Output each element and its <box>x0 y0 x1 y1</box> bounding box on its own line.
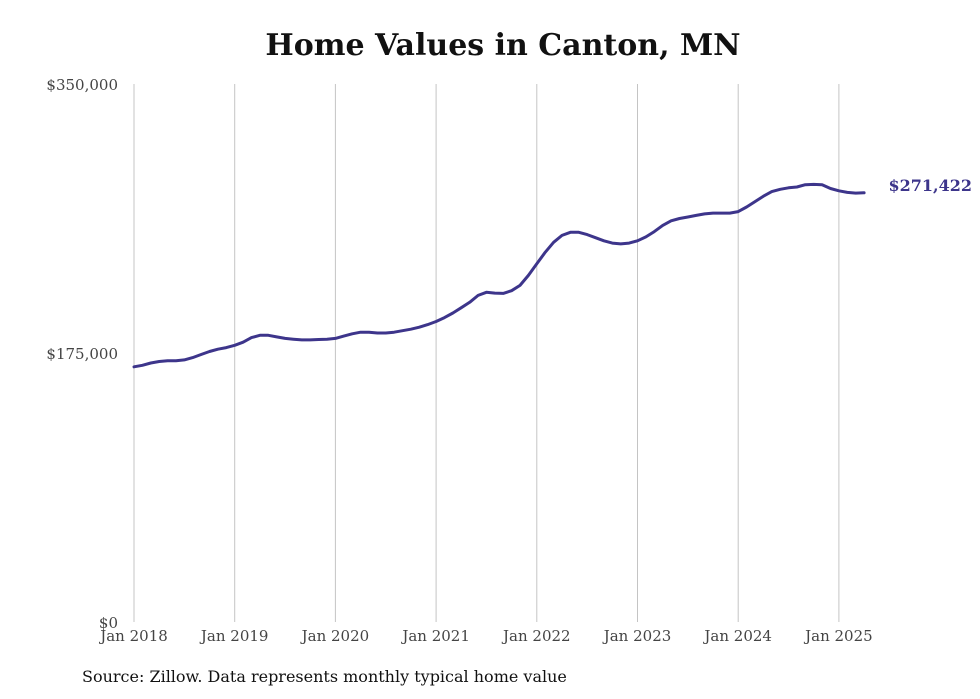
x-tick-label: Jan 2024 <box>702 627 772 645</box>
x-tick-label: Jan 2022 <box>501 627 571 645</box>
y-tick-label: $350,000 <box>46 76 118 94</box>
x-axis: Jan 2018 Jan 2019 Jan 2020 Jan 2021 Jan 2022… <box>98 627 872 645</box>
source-note: Source: Zillow. Data represents monthly … <box>82 667 567 686</box>
x-tick-label: Jan 2019 <box>199 627 269 645</box>
x-tick-label: Jan 2020 <box>300 627 370 645</box>
series-line <box>132 182 866 369</box>
series-layer <box>132 182 866 369</box>
x-tick-label: Jan 2021 <box>400 627 470 645</box>
x-tick-label: Jan 2025 <box>803 627 873 645</box>
y-tick-label: $0 <box>99 614 118 632</box>
gridlines <box>133 84 840 622</box>
x-tick-label: Jan 2018 <box>98 627 168 645</box>
y-axis: $0 $175,000 $350,000 <box>46 76 118 632</box>
chart-title: Home Values in Canton, MN <box>265 28 741 63</box>
x-tick-label: Jan 2023 <box>602 627 672 645</box>
y-tick-label: $175,000 <box>46 345 118 363</box>
end-label-layer: $271,422 <box>889 176 973 195</box>
end-value-label: $271,422 <box>889 176 973 195</box>
